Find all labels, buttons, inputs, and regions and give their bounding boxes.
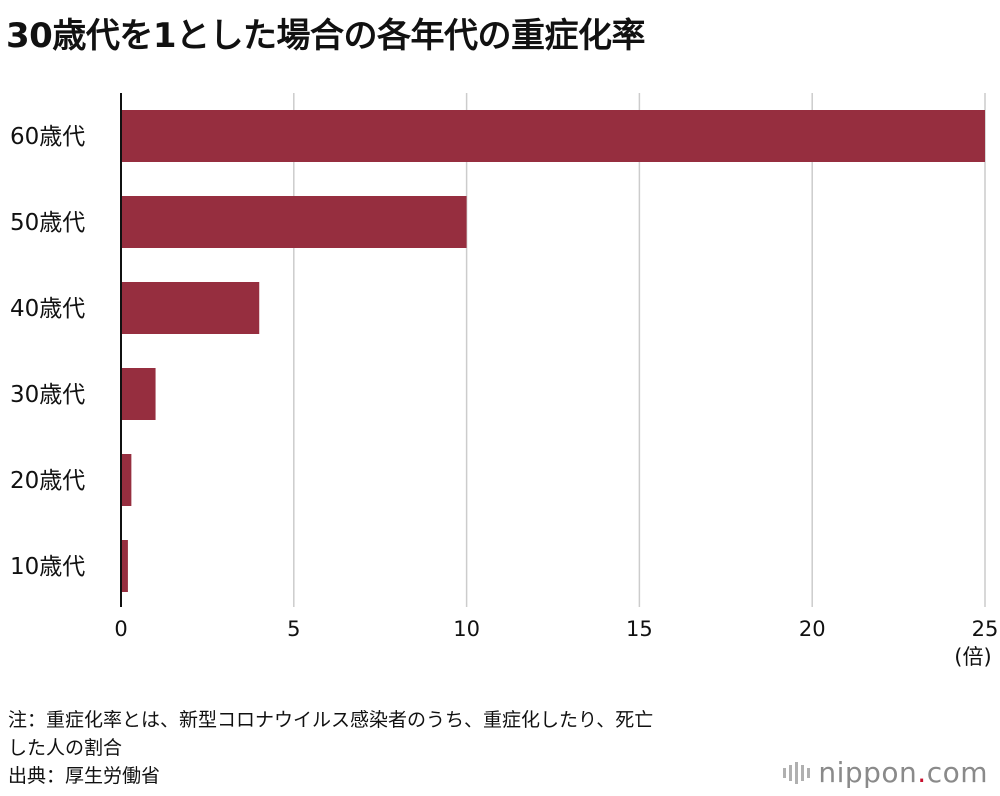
category-label: 60歳代 bbox=[10, 124, 85, 150]
x-unit-label: (倍) bbox=[954, 645, 991, 669]
category-label: 50歳代 bbox=[10, 210, 85, 236]
x-tick-labels: 0 5 10 15 20 25 bbox=[114, 617, 998, 641]
bar-chart: 60歳代 50歳代 40歳代 30歳代 20歳代 10歳代 0 5 10 15 20 25 (倍) bbox=[10, 93, 998, 669]
logo-bars-icon bbox=[783, 761, 811, 784]
bar bbox=[121, 110, 985, 162]
bar bbox=[121, 196, 467, 248]
bars bbox=[121, 110, 985, 592]
logo-dot: . bbox=[917, 756, 927, 789]
x-tick-label: 15 bbox=[626, 617, 653, 641]
note-line-2: した人の割合 bbox=[8, 737, 123, 759]
x-tick-label: 5 bbox=[287, 617, 300, 641]
footnote: 注：重症化率とは、新型コロナウイルス感染者のうち、重症化したり、死亡 した人の割… bbox=[8, 706, 653, 790]
category-label: 30歳代 bbox=[10, 382, 85, 408]
chart-title: 30歳代を1とした場合の各年代の重症化率 bbox=[6, 16, 645, 56]
category-labels: 60歳代 50歳代 40歳代 30歳代 20歳代 10歳代 bbox=[10, 124, 85, 580]
logo-text-tld: com bbox=[926, 756, 988, 789]
bar bbox=[121, 454, 132, 506]
category-label: 40歳代 bbox=[10, 296, 85, 322]
category-label: 20歳代 bbox=[10, 468, 85, 494]
x-tick-label: 10 bbox=[453, 617, 480, 641]
nippon-logo: nippon. com bbox=[783, 756, 988, 789]
x-tick-label: 0 bbox=[114, 617, 127, 641]
bar bbox=[121, 368, 156, 420]
category-label: 10歳代 bbox=[10, 554, 85, 580]
source-note: 出典：厚生労働省 bbox=[8, 765, 161, 787]
grid-lines bbox=[293, 93, 986, 607]
x-tick-label: 20 bbox=[799, 617, 826, 641]
bar bbox=[121, 282, 260, 334]
note-line-1: 注：重症化率とは、新型コロナウイルス感染者のうち、重症化したり、死亡 bbox=[8, 709, 654, 731]
logo-text-main: nippon bbox=[818, 756, 918, 789]
x-tick-label: 25 bbox=[972, 617, 999, 641]
bar bbox=[121, 540, 128, 592]
